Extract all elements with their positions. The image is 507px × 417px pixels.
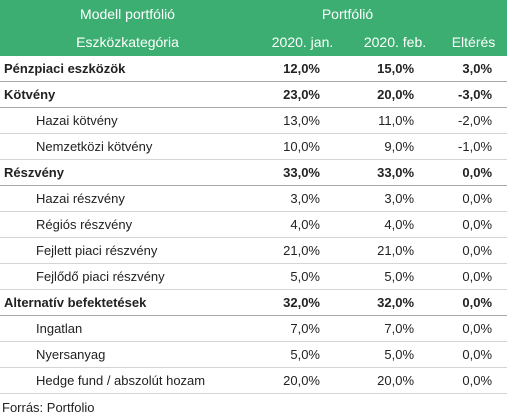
value-cell: 3,0%	[255, 185, 350, 212]
value-cell: 23,0%	[255, 81, 350, 108]
row-label: Alternatív befektetések	[0, 289, 255, 316]
value-cell: 9,0%	[350, 133, 441, 160]
group-row: Alternatív befektetések 32,0% 32,0% 0,0%	[0, 289, 507, 316]
value-cell: 13,0%	[255, 107, 350, 134]
header-cell: Portfólió	[255, 0, 441, 28]
value-cell: 21,0%	[350, 237, 441, 264]
header-cell: Eszközkategória	[0, 28, 255, 56]
item-row: Fejlett piaci részvény 21,0% 21,0% 0,0%	[0, 237, 507, 264]
value-cell: 0,0%	[440, 289, 507, 316]
header-cell: Eltérés	[440, 28, 507, 56]
header-row: Modell portfólió Portfólió	[0, 0, 507, 28]
value-cell: 10,0%	[255, 133, 350, 160]
row-label: Hazai kötvény	[0, 107, 255, 134]
header-cell: 2020. jan.	[255, 28, 350, 56]
value-cell: 3,0%	[350, 185, 441, 212]
value-cell: 0,0%	[440, 237, 507, 264]
value-cell: 12,0%	[255, 56, 350, 82]
group-row: Pénzpiaci eszközök 12,0% 15,0% 3,0%	[0, 56, 507, 82]
value-cell: 0,0%	[440, 367, 507, 394]
table-body: Pénzpiaci eszközök 12,0% 15,0% 3,0% Kötvény 2…	[0, 56, 507, 394]
value-cell: 0,0%	[440, 263, 507, 290]
value-cell: 15,0%	[350, 56, 441, 82]
item-row: Hazai kötvény 13,0% 11,0% -2,0%	[0, 107, 507, 134]
value-cell: 11,0%	[350, 107, 441, 134]
value-cell: 5,0%	[350, 263, 441, 290]
value-cell: 20,0%	[350, 81, 441, 108]
row-label: Fejlett piaci részvény	[0, 237, 255, 264]
row-label: Régiós részvény	[0, 211, 255, 238]
value-cell: 5,0%	[255, 263, 350, 290]
header-cell: 2020. feb.	[350, 28, 441, 56]
value-cell: 32,0%	[350, 289, 441, 316]
value-cell: 0,0%	[440, 159, 507, 186]
source-note: Forrás: Portfolio	[2, 400, 95, 415]
item-row: Hazai részvény 3,0% 3,0% 0,0%	[0, 185, 507, 212]
value-cell: 4,0%	[255, 211, 350, 238]
value-cell: 20,0%	[255, 367, 350, 394]
row-label: Nemzetközi kötvény	[0, 133, 255, 160]
portfolio-table: Modell portfólió Portfólió Eszközkategór…	[0, 0, 507, 394]
group-row: Részvény 33,0% 33,0% 0,0%	[0, 159, 507, 186]
row-label: Nyersanyag	[0, 341, 255, 368]
row-label: Hedge fund / abszolút hozam	[0, 367, 255, 394]
item-row: Hedge fund / abszolút hozam 20,0% 20,0% 0,0…	[0, 367, 507, 394]
value-cell: 21,0%	[255, 237, 350, 264]
group-row: Kötvény 23,0% 20,0% -3,0%	[0, 81, 507, 108]
row-label: Hazai részvény	[0, 185, 255, 212]
value-cell: 0,0%	[440, 185, 507, 212]
value-cell: 7,0%	[255, 315, 350, 342]
value-cell: 0,0%	[440, 211, 507, 238]
row-label: Pénzpiaci eszközök	[0, 56, 255, 82]
row-label: Ingatlan	[0, 315, 255, 342]
item-row: Nyersanyag 5,0% 5,0% 0,0%	[0, 341, 507, 368]
value-cell: -3,0%	[440, 81, 507, 108]
header-cell: Modell portfólió	[0, 0, 255, 28]
item-row: Nemzetközi kötvény 10,0% 9,0% -1,0%	[0, 133, 507, 160]
value-cell: 33,0%	[350, 159, 441, 186]
header-row: Eszközkategória 2020. jan. 2020. feb. El…	[0, 28, 507, 56]
value-cell: 3,0%	[440, 56, 507, 82]
row-label: Kötvény	[0, 81, 255, 108]
value-cell: -2,0%	[440, 107, 507, 134]
value-cell: 7,0%	[350, 315, 441, 342]
row-label: Fejlődő piaci részvény	[0, 263, 255, 290]
value-cell: 5,0%	[255, 341, 350, 368]
item-row: Fejlődő piaci részvény 5,0% 5,0% 0,0%	[0, 263, 507, 290]
header-cell	[440, 0, 507, 28]
value-cell: 20,0%	[350, 367, 441, 394]
value-cell: 5,0%	[350, 341, 441, 368]
row-label: Részvény	[0, 159, 255, 186]
table-header: Modell portfólió Portfólió Eszközkategór…	[0, 0, 507, 56]
item-row: Régiós részvény 4,0% 4,0% 0,0%	[0, 211, 507, 238]
value-cell: 4,0%	[350, 211, 441, 238]
value-cell: 0,0%	[440, 315, 507, 342]
value-cell: 0,0%	[440, 341, 507, 368]
value-cell: 33,0%	[255, 159, 350, 186]
value-cell: 32,0%	[255, 289, 350, 316]
item-row: Ingatlan 7,0% 7,0% 0,0%	[0, 315, 507, 342]
value-cell: -1,0%	[440, 133, 507, 160]
